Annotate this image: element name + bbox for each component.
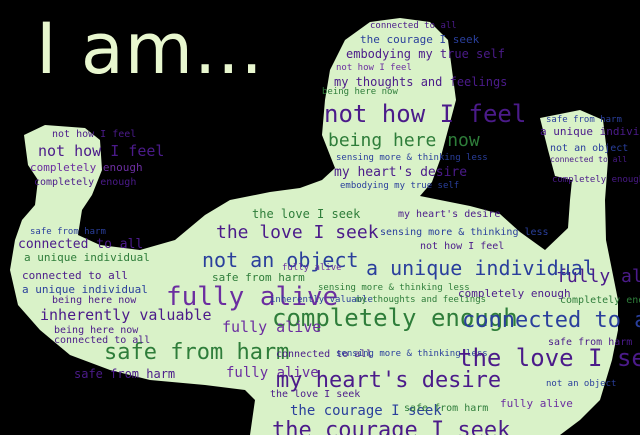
silhouette-shape bbox=[10, 18, 618, 435]
headline: I am... bbox=[36, 8, 264, 90]
